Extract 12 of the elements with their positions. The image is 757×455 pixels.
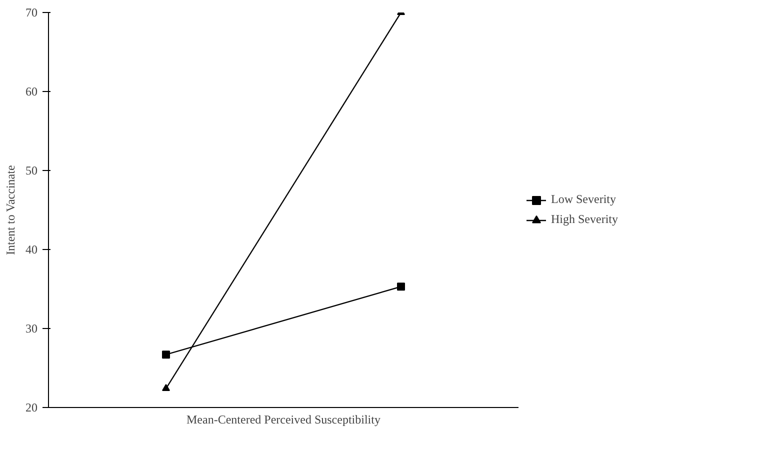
y-tick-label: 60 — [26, 84, 38, 98]
legend-label: High Severity — [551, 212, 618, 227]
y-tick-label: 40 — [26, 242, 38, 256]
point — [162, 350, 170, 359]
point — [397, 282, 405, 291]
x-axis-title: Mean-Centered Perceived Susceptibility — [186, 412, 380, 426]
y-tick-label: 30 — [26, 322, 38, 336]
legend-label: Low Severity — [551, 192, 616, 207]
y-tick-label: 70 — [26, 6, 38, 20]
y-tick-label: 20 — [26, 400, 38, 414]
y-axis-title: Intent to Vaccinate — [4, 165, 18, 255]
y-tick-label: 50 — [26, 164, 38, 178]
